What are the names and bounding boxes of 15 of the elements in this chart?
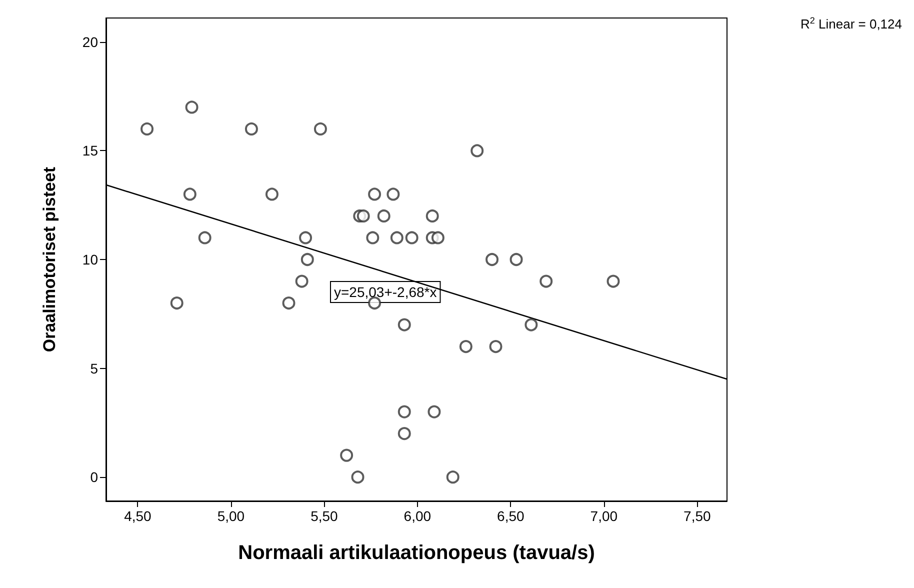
x-tick-label: 6,50 xyxy=(497,508,525,524)
annotation: y=25,03+-2,68*x xyxy=(334,284,437,300)
y-tick-label: 10 xyxy=(82,252,98,268)
x-axis-title: Normaali artikulaationopeus (tavua/s) xyxy=(238,542,595,564)
y-tick-label: 0 xyxy=(90,469,98,486)
x-tick-label: 4,50 xyxy=(124,508,152,524)
x-tick-label: 6,00 xyxy=(404,508,432,524)
y-axis-title: Oraalimotoriset pisteet xyxy=(40,166,59,352)
y-tick-label: 20 xyxy=(82,34,98,50)
y-tick-label: 15 xyxy=(82,142,98,159)
x-tick-label: 5,50 xyxy=(310,508,338,524)
y-tick-label: 5 xyxy=(90,360,98,376)
x-tick-label: 7,50 xyxy=(684,508,711,524)
x-tick-label: 5,00 xyxy=(217,508,245,524)
x-tick-label: 7,00 xyxy=(590,508,618,524)
